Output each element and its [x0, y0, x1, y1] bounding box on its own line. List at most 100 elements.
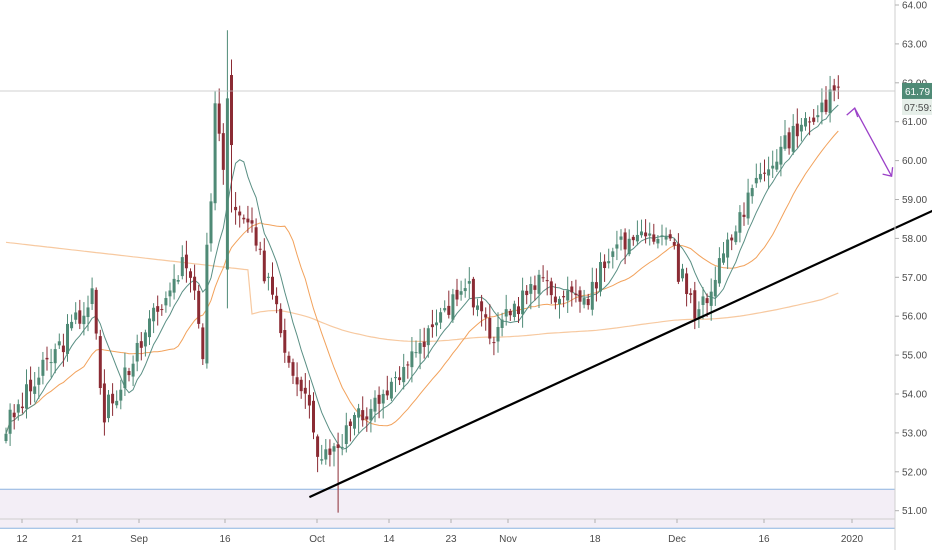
- candle-body: [816, 115, 820, 118]
- candle: [660, 224, 664, 246]
- candle-body: [771, 165, 775, 169]
- candle: [94, 287, 98, 340]
- candle: [467, 267, 471, 299]
- candle: [283, 318, 287, 363]
- candle-body: [61, 345, 65, 353]
- candle-body: [443, 308, 447, 311]
- candle: [435, 309, 438, 337]
- candle: [406, 361, 410, 379]
- candle-body: [738, 212, 742, 233]
- candle: [361, 396, 365, 427]
- date-tick-label: Nov: [499, 534, 517, 545]
- candle-body: [545, 280, 549, 282]
- candle-body: [316, 436, 320, 457]
- candle: [582, 289, 586, 309]
- candle: [369, 399, 373, 433]
- candle: [230, 59, 233, 213]
- candle-body: [70, 321, 74, 329]
- candle-body: [488, 317, 492, 339]
- candle-body: [808, 121, 812, 123]
- candle-body: [102, 383, 106, 423]
- candle: [447, 290, 451, 319]
- candle: [545, 270, 549, 296]
- candle: [377, 386, 381, 419]
- candle-body: [135, 342, 139, 362]
- candle: [402, 353, 406, 390]
- candle: [476, 298, 479, 317]
- candle: [385, 375, 389, 400]
- candle-body: [574, 293, 578, 296]
- candle-body: [615, 244, 619, 249]
- candle-body: [578, 290, 582, 302]
- candle-body: [775, 161, 779, 170]
- candle-body: [365, 416, 369, 420]
- candle-body: [635, 234, 639, 242]
- candle-body: [373, 397, 377, 412]
- candle-body: [521, 290, 525, 315]
- candle: [701, 287, 705, 320]
- candle: [484, 307, 488, 331]
- candle-body: [664, 236, 668, 240]
- candle: [500, 312, 504, 337]
- candle: [787, 127, 791, 155]
- candle-body: [582, 298, 586, 305]
- candle-body: [726, 239, 730, 258]
- candle-body: [131, 363, 135, 377]
- candle-body: [463, 288, 467, 292]
- candle-body: [439, 312, 443, 323]
- candle: [275, 287, 279, 314]
- candle-body: [180, 257, 184, 277]
- candle: [648, 222, 652, 246]
- candle-body: [717, 258, 721, 284]
- candle-body: [500, 319, 504, 329]
- candle: [422, 327, 426, 359]
- candle: [451, 288, 455, 323]
- candle-body: [447, 305, 451, 315]
- candle-body: [57, 341, 61, 346]
- candle-body: [681, 268, 684, 279]
- candle: [734, 225, 738, 245]
- candle: [656, 234, 660, 249]
- candle: [664, 227, 668, 246]
- candle: [730, 234, 734, 251]
- candle: [832, 78, 836, 102]
- candle: [389, 377, 393, 401]
- candle-body: [779, 146, 783, 165]
- candle-body: [127, 371, 131, 376]
- candle: [303, 373, 307, 409]
- candle: [705, 293, 709, 317]
- candle-body: [549, 281, 553, 296]
- candle: [168, 282, 172, 307]
- candle: [221, 123, 225, 185]
- candle-body: [705, 298, 709, 304]
- candle: [49, 348, 53, 378]
- candle: [676, 233, 680, 285]
- candle: [98, 329, 102, 395]
- candle-body: [799, 124, 803, 132]
- price-tick-label: 58.00: [902, 234, 927, 245]
- candle: [184, 240, 188, 283]
- candle-body: [804, 118, 807, 127]
- candle-body: [517, 306, 520, 315]
- candle: [398, 366, 402, 386]
- candlesticks: [4, 30, 840, 513]
- candle: [504, 294, 508, 326]
- candle-body: [471, 278, 475, 308]
- date-tick-label: 16: [219, 534, 231, 545]
- candle-body: [148, 318, 151, 338]
- candle: [804, 112, 807, 131]
- candle-body: [529, 284, 533, 294]
- candle-body: [107, 394, 110, 419]
- candle: [299, 376, 303, 399]
- candle: [61, 333, 65, 367]
- candle-body: [586, 299, 590, 306]
- candle-body: [357, 408, 361, 418]
- candle-body: [94, 289, 98, 334]
- candle: [562, 290, 566, 308]
- candle: [57, 333, 61, 349]
- candle-body: [242, 217, 246, 220]
- candle: [234, 192, 238, 225]
- candle: [615, 230, 619, 261]
- candle: [225, 30, 229, 309]
